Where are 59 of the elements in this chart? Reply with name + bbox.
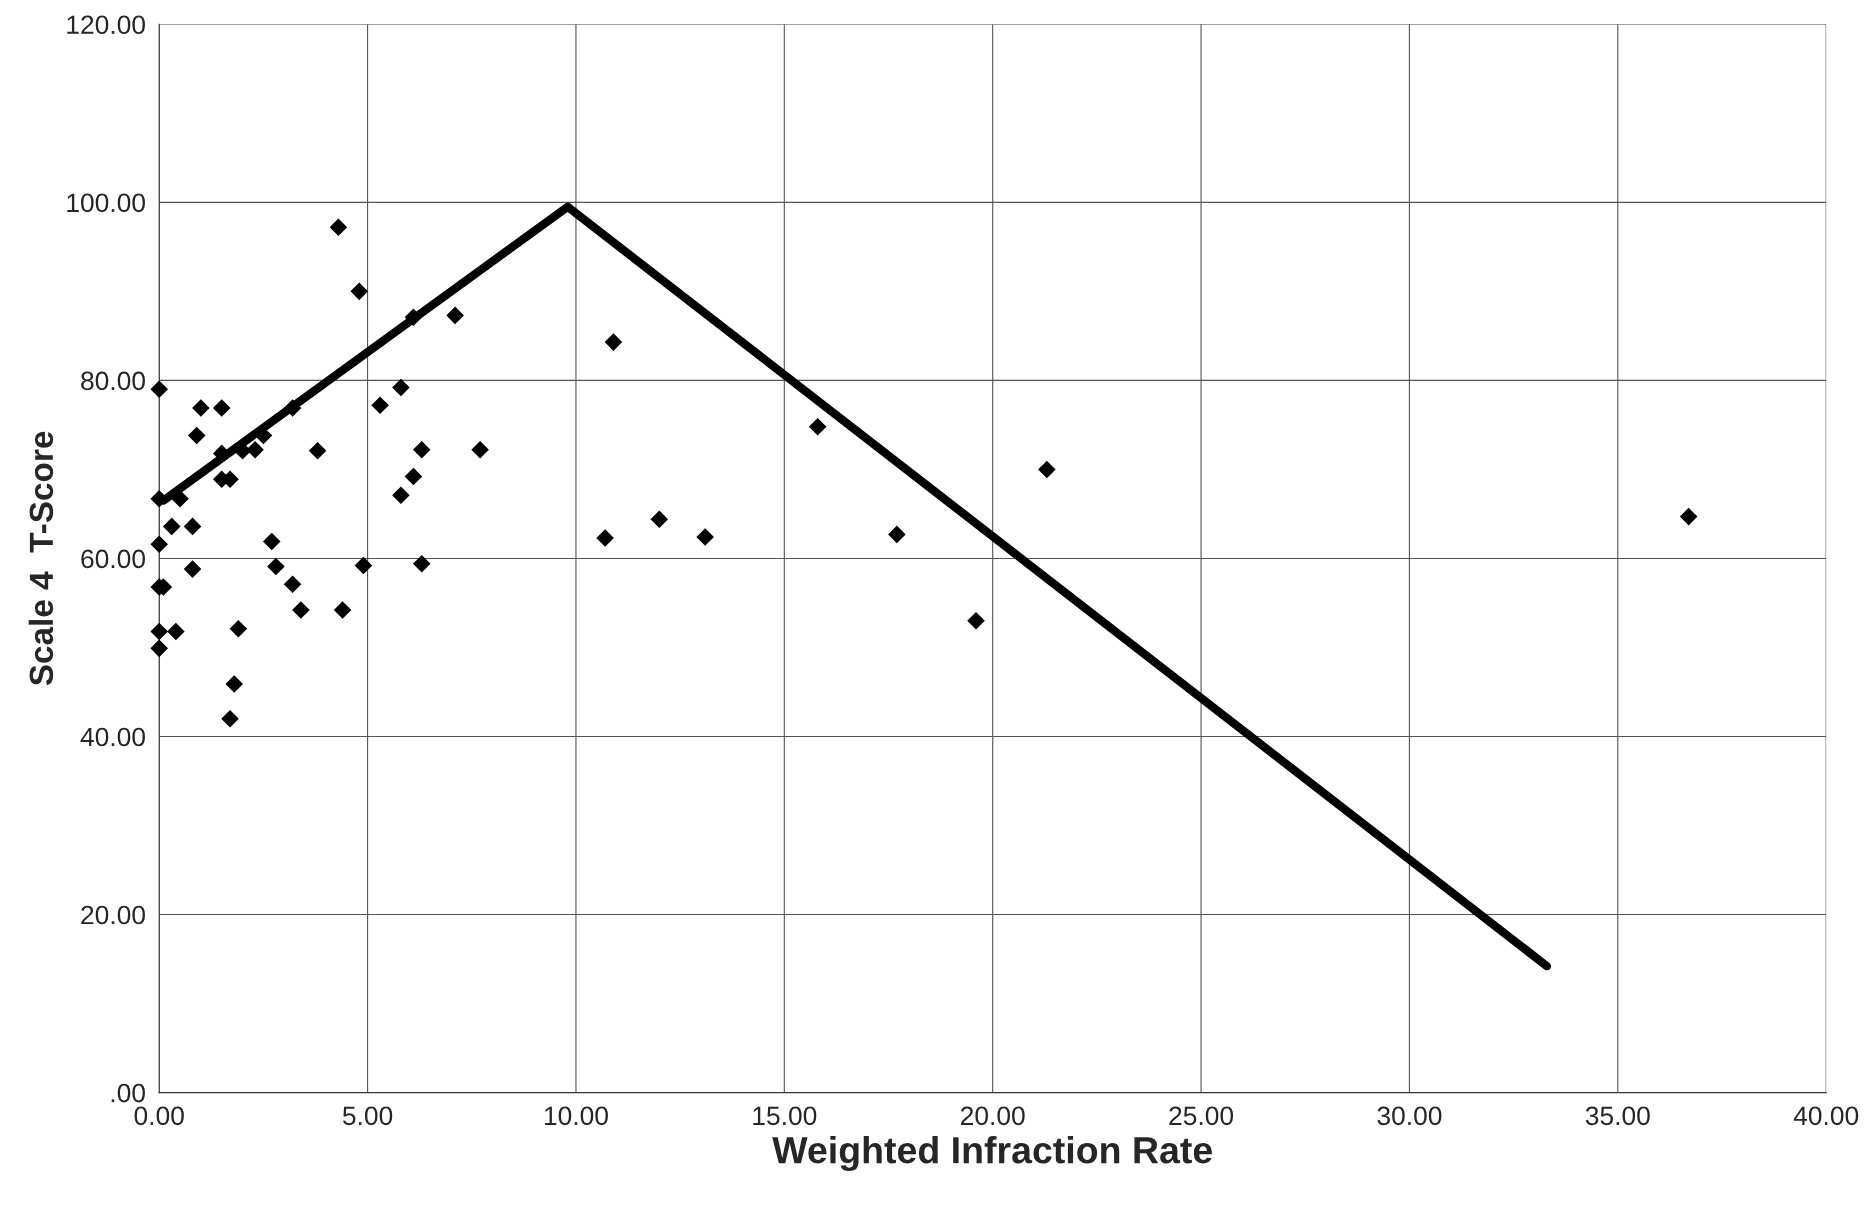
point [246,441,264,459]
point [187,426,206,445]
point [162,517,181,536]
point [150,639,168,658]
point [412,555,431,573]
point [808,417,827,436]
x-tick-label: 20.00 [961,1106,1025,1126]
x-tick-label: 5.00 [342,1106,393,1126]
point [333,601,352,619]
point [150,380,168,399]
point [696,528,714,546]
x-tick-label: 10.00 [544,1106,608,1126]
point [308,441,327,460]
point [150,535,168,553]
x-tick-label: 15.00 [753,1106,817,1126]
y-tick-label: .00 [111,1083,145,1103]
point [221,709,239,728]
point [1038,460,1056,479]
point [967,611,985,630]
x-tick-label: 40.00 [1793,1106,1859,1126]
point [650,510,669,529]
x-tick-label: 30.00 [1377,1106,1442,1126]
y-tick-label: 40.00 [80,727,145,747]
point [292,601,310,619]
x-tick-label: 35.00 [1585,1106,1650,1126]
point [350,282,369,301]
point [267,557,285,576]
point [596,529,614,547]
point [392,378,410,397]
y-tick-label: 20.00 [81,905,145,925]
point [1679,507,1698,526]
point [888,525,906,544]
point [471,441,489,459]
x-tick-label: 25.00 [1169,1106,1234,1126]
y-tick-label: 100.00 [67,193,145,213]
point [150,622,168,641]
point [212,399,231,417]
point [371,396,389,415]
point [225,675,243,693]
x-axis-title: Weighted Infraction Rate [772,1135,1212,1172]
y-tick-label: 80.00 [81,371,145,391]
point [412,441,431,459]
y-axis-title: Scale 4 T-Score [28,431,54,686]
point [392,486,410,505]
point [229,619,248,638]
point [192,399,210,417]
point [283,575,302,594]
point [262,532,281,551]
point [167,622,185,641]
x-tick-label: 0.00 [134,1106,184,1126]
point [329,218,348,237]
point [604,333,623,351]
point [404,467,423,486]
point [183,517,202,536]
point [183,560,202,578]
point [446,306,464,325]
y-tick-label: 120.00 [67,15,145,35]
point [354,556,373,575]
y-tick-label: 60.00 [81,549,145,569]
